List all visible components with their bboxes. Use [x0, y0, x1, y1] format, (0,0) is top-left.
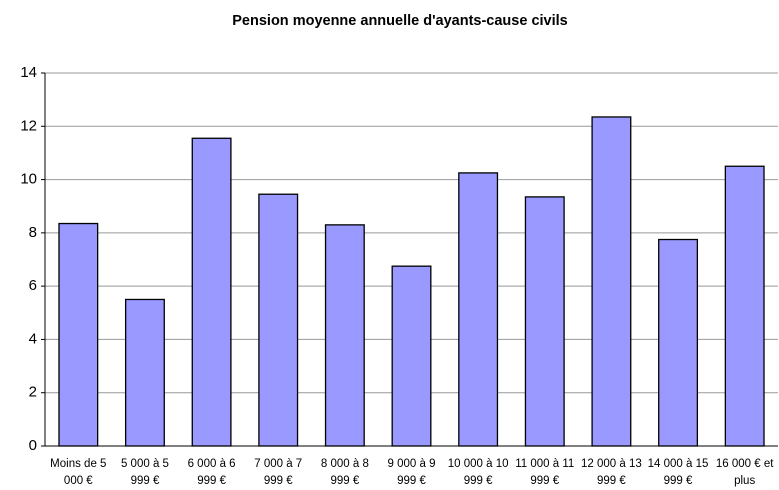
y-tick-label: 0 [29, 437, 37, 454]
bar [658, 238, 699, 447]
y-tick-label: 4 [29, 330, 37, 347]
bar [591, 116, 632, 447]
x-tick-label: 14 000 à 15 999 € [647, 458, 709, 487]
x-tick-label: 9 000 à 9 999 € [387, 458, 436, 487]
x-tick-label: 7 000 à 7 999 € [254, 458, 303, 487]
x-tick-label: 11 000 à 11 999 € [515, 458, 575, 487]
y-tick-label: 14 [20, 64, 37, 81]
y-tick-label: 6 [29, 277, 37, 294]
bar [524, 196, 565, 447]
x-tick-label: 16 000 € et plus [715, 458, 774, 487]
x-tick-label: 5 000 à 5 999 € [120, 458, 169, 487]
y-tick-label: 12 [20, 117, 37, 134]
bar [324, 224, 365, 447]
x-tick-label: 8 000 à 8 999 € [320, 458, 369, 487]
x-tick-label: Moins de 5 000 € [50, 458, 107, 487]
y-tick-label: 10 [20, 171, 37, 188]
x-tick-label: 12 000 à 13 999 € [581, 458, 642, 487]
bar [124, 298, 165, 447]
bar [258, 193, 299, 447]
x-tick-label: 10 000 à 10 999 € [447, 458, 509, 487]
bar [724, 165, 765, 447]
bar [391, 265, 432, 447]
chart-title: Pension moyenne annuelle d'ayants-cause … [232, 13, 567, 29]
bar [458, 172, 499, 447]
x-tick-label: 6 000 à 6 999 € [187, 458, 236, 487]
bar [191, 137, 232, 447]
bar [58, 222, 99, 447]
y-tick-label: 8 [29, 224, 37, 241]
y-tick-label: 2 [29, 384, 37, 401]
